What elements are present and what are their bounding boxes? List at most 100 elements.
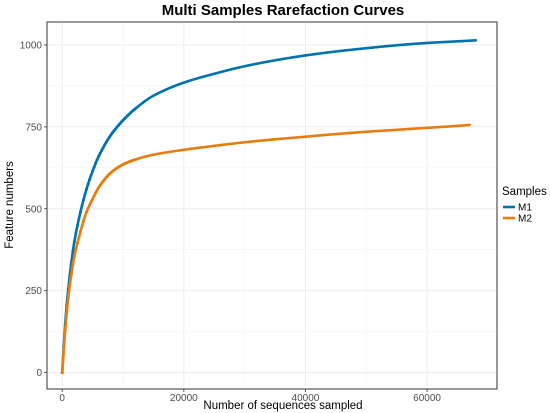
series-layer xyxy=(60,39,478,375)
legend-label: M2 xyxy=(518,214,532,225)
data-point xyxy=(70,273,73,276)
data-point xyxy=(133,107,137,111)
data-point xyxy=(94,161,98,165)
data-point xyxy=(109,171,113,174)
data-point xyxy=(213,72,216,75)
data-point xyxy=(100,148,104,152)
data-point xyxy=(89,173,93,177)
data-point xyxy=(92,165,96,169)
plot-border xyxy=(46,21,498,390)
data-point xyxy=(182,148,186,151)
data-point xyxy=(121,119,125,122)
data-point xyxy=(152,153,155,156)
plot-area xyxy=(46,21,498,390)
x-axis-title: Number of sequences sampled xyxy=(203,400,362,412)
data-point xyxy=(91,169,94,173)
data-point xyxy=(365,130,368,133)
data-point xyxy=(395,128,398,132)
chart-title: Multi Samples Rarefaction Curves xyxy=(162,2,405,19)
data-point xyxy=(243,141,246,144)
y-axis: 0 250 500 750 1000 xyxy=(20,40,47,379)
data-point xyxy=(425,126,429,130)
data-point xyxy=(77,217,81,221)
legend-item-M1: M1 xyxy=(503,203,532,214)
data-point xyxy=(64,328,67,332)
data-point xyxy=(97,186,100,189)
data-point xyxy=(103,143,107,147)
y-tick-label: 750 xyxy=(25,122,42,133)
data-point xyxy=(88,178,92,182)
x-tick-label: 60000 xyxy=(413,393,441,404)
data-point xyxy=(106,138,110,142)
data-point xyxy=(91,197,94,201)
data-point xyxy=(85,187,88,191)
data-point xyxy=(273,138,277,141)
legend-item-M2: M2 xyxy=(503,214,532,225)
x-tick-label: 40000 xyxy=(292,393,320,404)
data-point xyxy=(71,249,75,253)
data-point xyxy=(101,146,105,150)
data-point xyxy=(365,47,368,50)
data-point xyxy=(68,283,72,287)
y-axis-title: Feature numbers xyxy=(4,161,16,249)
data-point xyxy=(83,214,87,218)
data-point xyxy=(425,41,429,45)
data-point xyxy=(80,204,84,208)
data-point xyxy=(94,191,98,195)
data-point xyxy=(80,224,84,228)
data-point xyxy=(468,123,471,127)
data-point xyxy=(304,135,307,138)
y-tick-label: 500 xyxy=(25,204,42,215)
x-tick-label: 0 xyxy=(59,393,65,404)
data-point xyxy=(88,203,92,207)
data-point xyxy=(79,210,82,214)
data-point xyxy=(273,59,277,62)
y-tick-label: 250 xyxy=(25,286,42,297)
data-point xyxy=(98,151,102,155)
data-point xyxy=(81,219,85,223)
data-point xyxy=(92,194,96,198)
data-point xyxy=(133,158,137,161)
plot-panel xyxy=(46,21,498,390)
data-point xyxy=(456,40,459,43)
legend-title: Samples xyxy=(502,186,547,198)
data-point xyxy=(121,163,125,166)
data-point xyxy=(213,144,216,148)
data-point xyxy=(77,235,81,239)
data-point xyxy=(74,231,78,235)
data-point xyxy=(98,183,102,187)
x-tick-label: 20000 xyxy=(170,393,198,404)
data-point xyxy=(61,371,64,374)
data-point xyxy=(75,241,79,245)
data-point xyxy=(67,296,70,299)
y-tick-label: 1000 xyxy=(20,40,43,51)
data-point xyxy=(65,310,69,314)
data-point xyxy=(97,155,100,158)
y-tick-label: 0 xyxy=(36,368,42,379)
data-point xyxy=(104,140,108,144)
data-point xyxy=(334,132,338,136)
data-point xyxy=(109,133,113,137)
data-point xyxy=(243,65,246,68)
data-point xyxy=(85,210,88,214)
data-point xyxy=(95,158,99,162)
x-axis: 0 20000 40000 60000 xyxy=(59,389,441,404)
data-point xyxy=(474,39,477,42)
data-point xyxy=(74,247,78,251)
data-point xyxy=(73,240,76,243)
data-point xyxy=(86,182,90,186)
data-point xyxy=(107,135,111,139)
data-point xyxy=(182,81,186,84)
data-point xyxy=(89,200,93,204)
data-point xyxy=(334,50,338,53)
data-point xyxy=(304,54,307,57)
data-point xyxy=(456,124,459,128)
data-point xyxy=(83,192,87,196)
data-point xyxy=(73,255,76,258)
data-point xyxy=(62,349,66,353)
data-point xyxy=(86,206,90,210)
series-M2 xyxy=(60,123,471,375)
